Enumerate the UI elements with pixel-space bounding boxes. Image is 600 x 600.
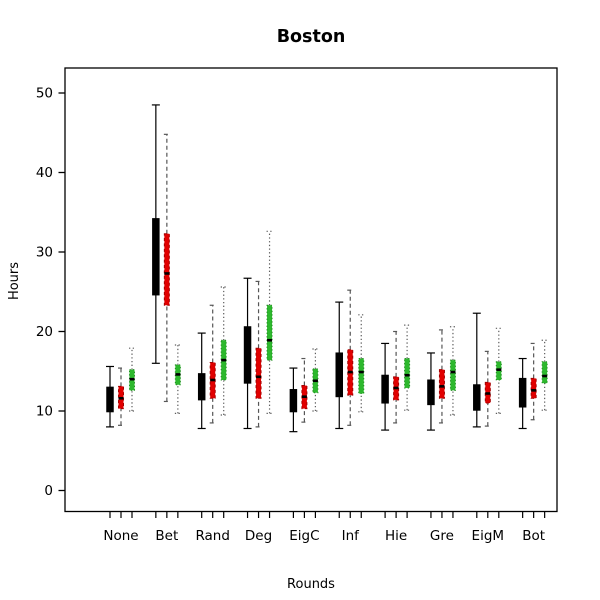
x-tick-label: Bot — [522, 528, 545, 544]
iqr-box — [541, 361, 548, 384]
box-bot-green-dotted — [541, 339, 548, 411]
plot-border — [64, 67, 558, 513]
box-hie-black-solid — [381, 342, 390, 431]
x-tick-label: Hie — [385, 528, 407, 544]
y-axis: 0 10 20 30 40 50 — [36, 86, 65, 499]
box-hie-red-dashed — [393, 330, 400, 424]
y-tick-label: 40 — [36, 165, 53, 181]
iqr-box — [404, 358, 411, 389]
box-bot-red-dashed — [530, 342, 537, 421]
x-tick-label: Gre — [430, 528, 454, 544]
x-tick-label: Bet — [155, 528, 178, 544]
iqr-box — [163, 233, 170, 306]
x-tick-label: Deg — [245, 528, 272, 544]
series-green-dotted — [129, 230, 548, 416]
box-eigm-black-solid — [472, 312, 481, 428]
box-inf-black-solid — [335, 301, 344, 430]
iqr-box — [530, 377, 537, 399]
iqr-box — [438, 369, 445, 399]
box-rand-black-solid — [197, 332, 206, 430]
x-tick-label: Inf — [342, 528, 361, 544]
x-tick-label: EigC — [289, 528, 319, 544]
box-deg-red-dashed — [255, 280, 262, 428]
box-bet-red-dashed — [163, 133, 170, 403]
series-black-solid — [106, 104, 527, 433]
box-deg-black-solid — [243, 277, 252, 430]
x-axis: None Bet Rand Deg EigC Inf Hie Gre EigM Bot — [103, 511, 546, 544]
series-red-dashed — [118, 133, 537, 428]
y-axis-label: Hours — [7, 261, 22, 301]
box-none-red-dashed — [118, 367, 124, 426]
y-tick-label: 20 — [36, 324, 53, 340]
iqr-box — [243, 326, 252, 384]
box-eigc-black-solid — [289, 367, 298, 433]
box-gre-green-dotted — [449, 326, 456, 416]
x-tick-label: Rand — [195, 528, 229, 544]
box-hie-green-dotted — [404, 324, 411, 411]
box-gre-black-solid — [426, 352, 435, 431]
box-eigc-red-dashed — [301, 357, 308, 423]
box-rand-red-dashed — [209, 304, 216, 424]
box-bet-black-solid — [151, 104, 160, 364]
box-inf-red-dashed — [347, 289, 354, 426]
box-gre-red-dashed — [438, 329, 445, 424]
box-eigm-red-dashed — [484, 350, 491, 427]
iqr-box — [358, 358, 365, 395]
y-tick-label: 0 — [44, 483, 53, 499]
box-eigm-green-dotted — [495, 327, 502, 414]
chart-title: Boston — [276, 27, 346, 47]
box-none-black-solid — [106, 365, 114, 428]
x-tick-label: None — [103, 528, 138, 544]
box-rand-green-dotted — [220, 286, 227, 416]
box-none-green-dotted — [129, 347, 135, 412]
box-eigc-green-dotted — [312, 348, 319, 412]
box-bet-green-dotted — [174, 344, 181, 414]
box-bot-black-solid — [518, 357, 527, 430]
iqr-box — [449, 359, 456, 391]
x-axis-label: Rounds — [287, 577, 335, 592]
box-inf-green-dotted — [358, 314, 365, 413]
x-tick-label: EigM — [472, 528, 505, 544]
y-tick-label: 50 — [36, 86, 53, 102]
y-tick-label: 30 — [36, 245, 53, 261]
iqr-box — [255, 347, 262, 399]
iqr-box — [266, 304, 273, 361]
y-tick-label: 10 — [36, 404, 53, 420]
box-deg-green-dotted — [266, 230, 273, 414]
